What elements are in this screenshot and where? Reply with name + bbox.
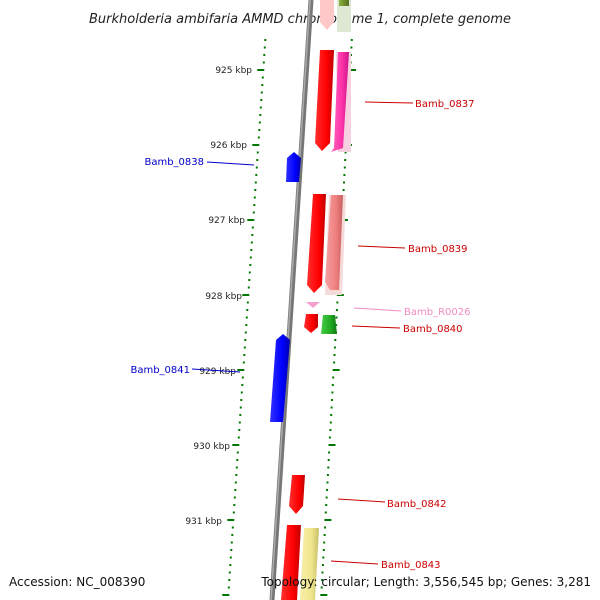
chromosome-axis xyxy=(269,0,314,600)
ruler-label: 929 kbp xyxy=(199,367,236,377)
gene-label[interactable]: Bamb_R0026 xyxy=(404,307,470,318)
gene-bamb-0838[interactable] xyxy=(286,152,301,182)
ruler-label: 925 kbp xyxy=(215,66,252,76)
gene-bamb-0843[interactable] xyxy=(281,525,319,600)
gene-label[interactable]: Bamb_0841 xyxy=(130,365,190,376)
diagram-title: Burkholderia ambifaria AMMD chromosome 1… xyxy=(89,12,511,27)
ruler: 925 kbp 926 kbp 927 kbp 928 kbp 929 kbp … xyxy=(185,66,252,527)
chromosome-axis-highlight xyxy=(270,0,311,600)
gene-labels: Bamb_0837 Bamb_0838 Bamb_0839 Bamb_R0026… xyxy=(130,99,474,571)
ruler-label: 926 kbp xyxy=(210,141,247,151)
leader-line xyxy=(337,498,386,503)
gene-label[interactable]: Bamb_0840 xyxy=(403,324,463,335)
ruler-label: 927 kbp xyxy=(208,216,245,226)
ruler-label: 931 kbp xyxy=(185,517,222,527)
gene-label[interactable]: Bamb_0843 xyxy=(381,560,441,571)
gene-bamb-0837[interactable] xyxy=(315,50,351,152)
gene-bamb-0842[interactable] xyxy=(289,475,305,514)
gene-bamb-0840[interactable] xyxy=(304,314,337,334)
gene-bamb-0839[interactable] xyxy=(307,194,346,295)
leader-line xyxy=(206,161,255,166)
gene-label[interactable]: Bamb_0839 xyxy=(408,244,468,255)
leader-line xyxy=(330,560,379,565)
accession-text: Accession: NC_008390 xyxy=(9,575,145,589)
gene-label[interactable]: Bamb_0842 xyxy=(387,499,447,510)
leader-line xyxy=(357,245,406,249)
gene-label[interactable]: Bamb_0838 xyxy=(144,157,204,168)
ruler-label: 930 kbp xyxy=(193,442,230,452)
gene-bamb-0841[interactable] xyxy=(270,334,290,422)
gene-bamb-r0026[interactable] xyxy=(306,302,320,308)
leader-line xyxy=(364,101,414,104)
ruler-label: 928 kbp xyxy=(205,292,242,302)
topology-text: Topology: circular; Length: 3,556,545 bp… xyxy=(260,575,591,589)
leader-line xyxy=(351,325,401,329)
left-tick-marks xyxy=(222,39,267,596)
gene-label[interactable]: Bamb_0837 xyxy=(415,99,475,110)
leader-line xyxy=(191,368,241,373)
gene-partial-top[interactable] xyxy=(320,0,351,32)
leader-line xyxy=(353,307,402,312)
